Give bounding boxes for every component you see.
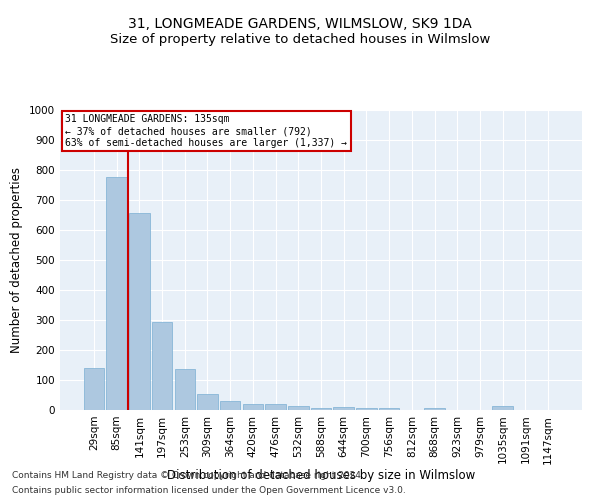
Text: 31 LONGMEADE GARDENS: 135sqm
← 37% of detached houses are smaller (792)
63% of s: 31 LONGMEADE GARDENS: 135sqm ← 37% of de… — [65, 114, 347, 148]
Bar — [197, 394, 218, 410]
Text: Contains HM Land Registry data © Crown copyright and database right 2024.: Contains HM Land Registry data © Crown c… — [12, 471, 364, 480]
Text: Size of property relative to detached houses in Wilmslow: Size of property relative to detached ho… — [110, 32, 490, 46]
Bar — [288, 406, 308, 410]
Bar — [493, 406, 513, 410]
Bar — [84, 368, 104, 410]
Bar — [265, 404, 286, 410]
Bar — [152, 322, 172, 410]
Bar — [106, 176, 127, 410]
Bar — [242, 404, 263, 410]
Bar — [424, 408, 445, 410]
Bar — [334, 407, 354, 410]
Text: 31, LONGMEADE GARDENS, WILMSLOW, SK9 1DA: 31, LONGMEADE GARDENS, WILMSLOW, SK9 1DA — [128, 18, 472, 32]
X-axis label: Distribution of detached houses by size in Wilmslow: Distribution of detached houses by size … — [167, 469, 475, 482]
Text: Contains public sector information licensed under the Open Government Licence v3: Contains public sector information licen… — [12, 486, 406, 495]
Y-axis label: Number of detached properties: Number of detached properties — [10, 167, 23, 353]
Bar — [220, 401, 241, 410]
Bar — [311, 408, 331, 410]
Bar — [129, 212, 149, 410]
Bar — [356, 408, 377, 410]
Bar — [379, 408, 400, 410]
Bar — [175, 368, 195, 410]
